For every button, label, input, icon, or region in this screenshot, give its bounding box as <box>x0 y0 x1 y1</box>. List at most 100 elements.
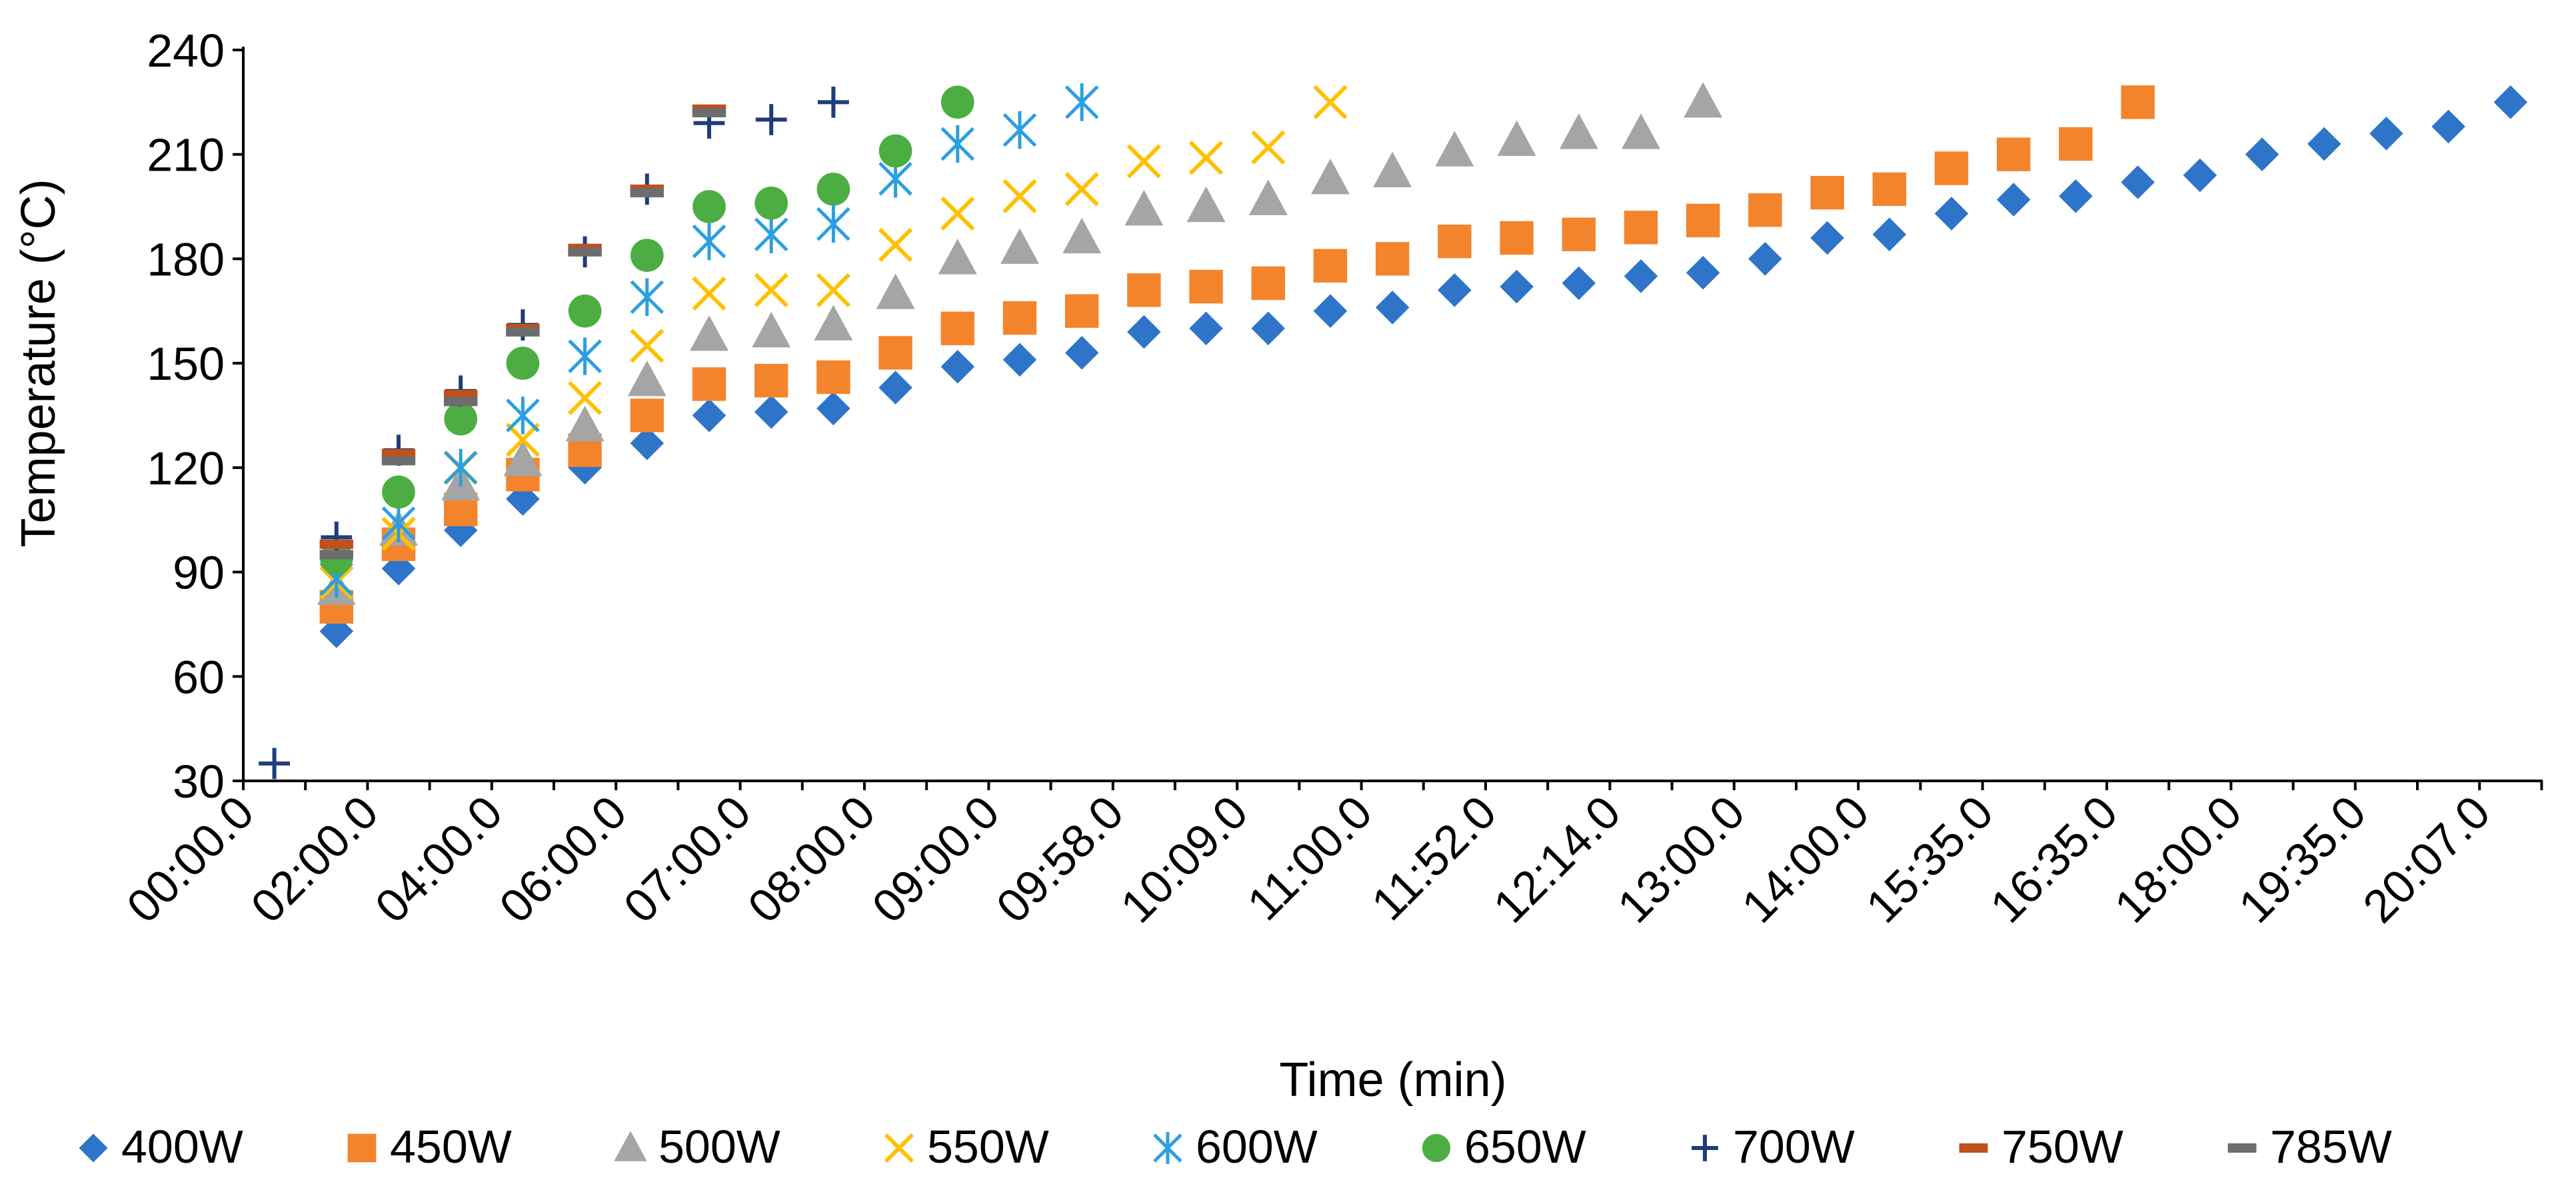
data-point <box>1622 113 1660 149</box>
data-point <box>818 86 849 118</box>
legend: 400W 450W 500W 550W 600W 650W 700W 750W 785W <box>79 1121 2392 1173</box>
data-point <box>1065 294 1099 328</box>
data-point <box>506 396 540 434</box>
data-point <box>1127 314 1161 349</box>
data-point <box>1186 186 1226 223</box>
x-tick-label: 02:00.0 <box>241 786 388 932</box>
data-point <box>816 205 850 243</box>
legend-label: 700W <box>1733 1121 1855 1173</box>
legend-label: 400W <box>121 1121 243 1173</box>
x-tick-label: 14:00.0 <box>1732 786 1878 932</box>
data-point <box>878 227 913 263</box>
data-point <box>1313 85 1348 119</box>
data-point <box>630 426 664 460</box>
data-point <box>381 504 416 542</box>
data-point <box>1810 175 1844 210</box>
data-point <box>1373 151 1412 188</box>
data-point <box>568 337 602 375</box>
legend-item: 450W <box>347 1121 512 1173</box>
legend-marker <box>347 1133 377 1163</box>
legend-item: 500W <box>614 1121 780 1173</box>
data-point <box>1562 266 1596 300</box>
data-point <box>1064 83 1099 121</box>
data-point <box>1997 137 2031 171</box>
data-point <box>1189 270 1223 304</box>
data-point <box>754 187 788 220</box>
data-point <box>382 475 415 509</box>
data-point <box>878 370 912 405</box>
data-point <box>1000 228 1039 264</box>
data-point <box>568 247 602 257</box>
x-tick-label: 16:35.0 <box>1980 786 2127 932</box>
legend-label: 600W <box>1196 1121 1318 1173</box>
data-point <box>630 398 664 432</box>
legend-marker <box>1959 1143 1988 1153</box>
data-point <box>1624 259 1658 293</box>
legend-marker <box>2227 1143 2257 1153</box>
legend-marker <box>1422 1133 1451 1163</box>
y-tick-label: 120 <box>147 442 225 494</box>
x-tick-label: 10:09.0 <box>1110 786 1257 932</box>
x-tick-label: 15:35.0 <box>1856 786 2003 932</box>
legend-item: 400W <box>79 1121 243 1173</box>
data-point <box>1376 242 1410 276</box>
data-point <box>1126 144 1162 179</box>
data-point <box>2493 85 2528 119</box>
data-point <box>755 104 787 135</box>
data-point <box>1500 221 1534 255</box>
data-point <box>1438 225 1472 259</box>
y-tick-label: 30 <box>173 756 225 808</box>
data-point <box>1062 217 1102 254</box>
data-point <box>1002 111 1037 149</box>
series-650W <box>319 85 974 575</box>
legend-label: 500W <box>658 1121 780 1173</box>
data-point <box>1686 203 1720 238</box>
data-point <box>2431 109 2465 144</box>
data-point <box>1064 336 1099 370</box>
data-point <box>1375 291 1410 324</box>
data-point <box>1872 172 1906 207</box>
data-point <box>940 125 975 163</box>
data-point <box>1002 342 1037 377</box>
data-point <box>692 398 726 432</box>
series-600W <box>319 83 1099 598</box>
data-point <box>2059 127 2093 161</box>
data-point <box>259 748 290 780</box>
legend-label: 785W <box>2270 1121 2392 1173</box>
data-point <box>505 422 541 457</box>
x-tick-label: 11:52.0 <box>1362 786 1506 930</box>
legend-item: 785W <box>2227 1121 2392 1173</box>
series-700W <box>259 86 849 780</box>
legend-marker <box>614 1131 647 1161</box>
data-point <box>940 350 975 384</box>
data-point <box>630 188 664 198</box>
series-450W <box>319 85 2155 624</box>
data-point <box>816 273 851 308</box>
data-point <box>692 277 726 311</box>
x-tick-label: 13:00.0 <box>1608 786 1754 932</box>
x-axis-title: Time (min) <box>1279 1053 1506 1107</box>
legend-marker <box>1692 1135 1718 1161</box>
x-tick-label: 11:00.0 <box>1238 786 1382 930</box>
data-point <box>1064 172 1099 207</box>
data-point <box>1748 242 1782 276</box>
data-point <box>630 239 664 273</box>
data-point <box>1313 294 1348 328</box>
data-point <box>876 273 915 309</box>
data-point <box>1189 311 1223 346</box>
data-point <box>568 294 602 328</box>
x-tick-label: 18:00.0 <box>2105 786 2251 932</box>
data-point <box>940 85 974 119</box>
data-point <box>1124 190 1164 226</box>
data-point <box>1934 197 1969 231</box>
x-tick-label: 09:00.0 <box>862 786 1009 932</box>
x-tick-label: 04:00.0 <box>365 786 512 932</box>
data-point <box>1127 273 1161 307</box>
legend-marker <box>79 1133 108 1163</box>
legend-item: 600W <box>1153 1121 1318 1173</box>
data-point <box>1748 193 1782 227</box>
data-point <box>506 327 540 337</box>
x-tick-label: 08:00.0 <box>738 786 884 932</box>
data-point <box>443 448 478 487</box>
